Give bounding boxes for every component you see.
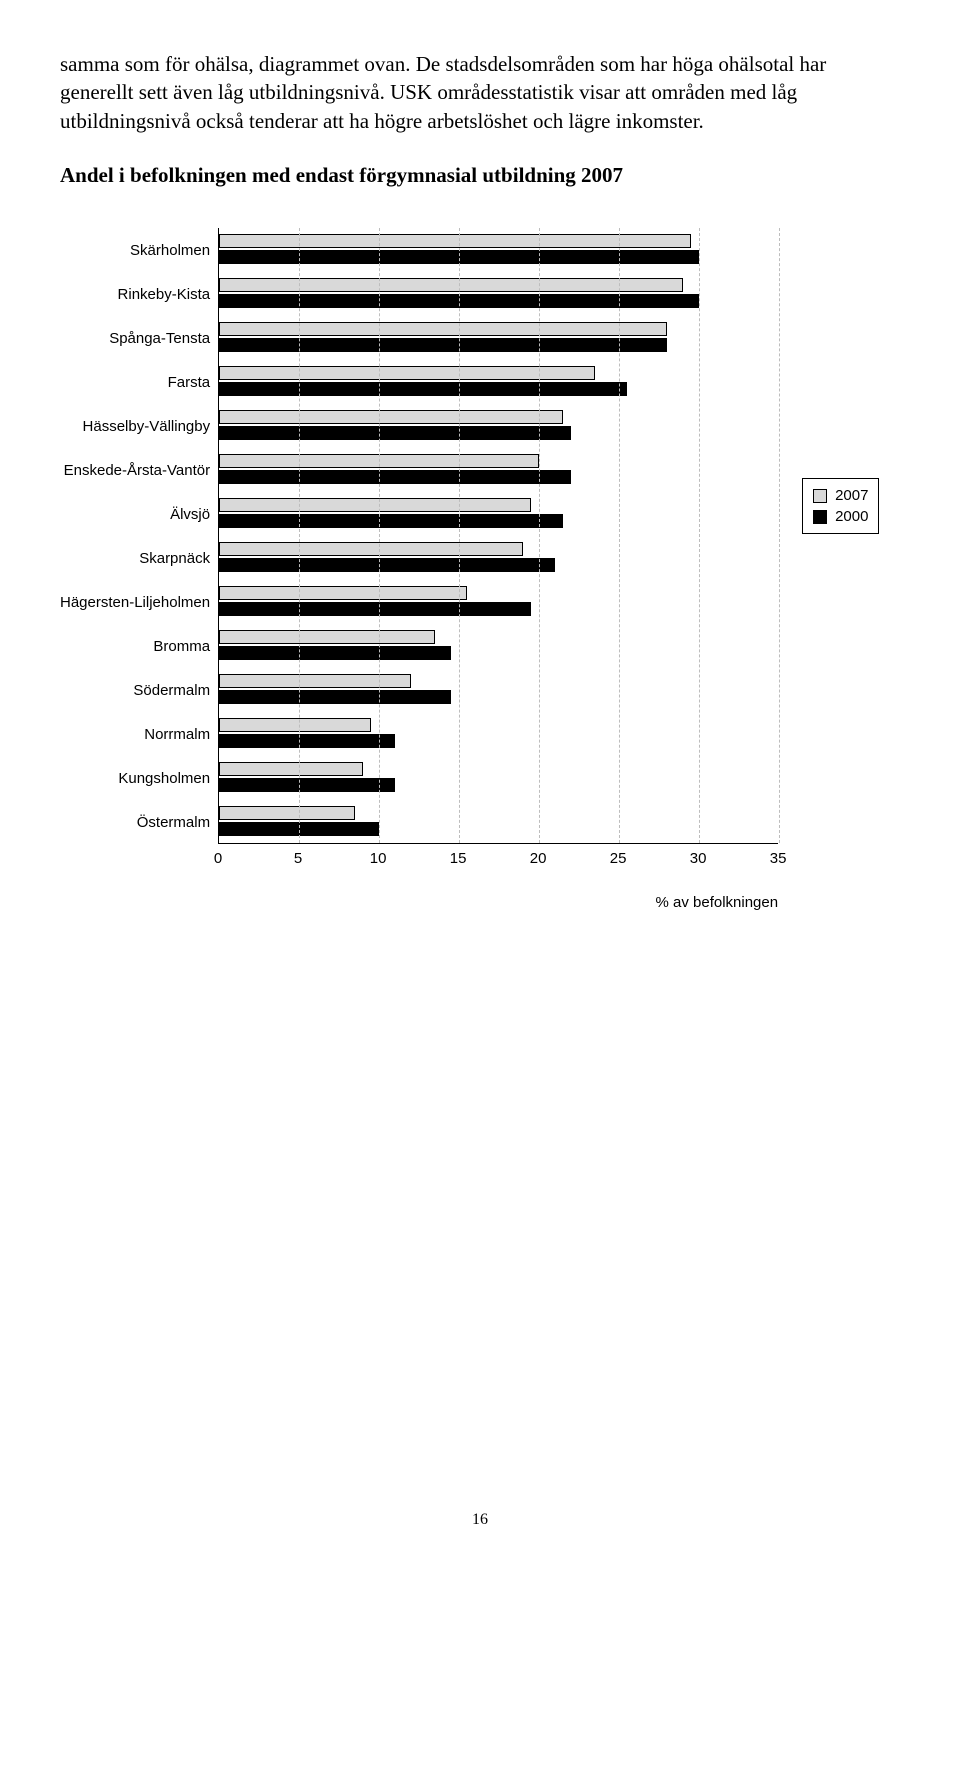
bar (219, 558, 555, 572)
bar-row (219, 756, 779, 800)
legend-swatch (813, 510, 827, 524)
category-label: Bromma (60, 624, 210, 668)
bar (219, 602, 531, 616)
x-axis-label: % av befolkningen (218, 894, 778, 911)
bar (219, 382, 627, 396)
grid-line (299, 228, 300, 843)
bar (219, 586, 467, 600)
bar (219, 646, 451, 660)
bar-row (219, 580, 779, 624)
category-label: Kungsholmen (60, 756, 210, 800)
bar (219, 542, 523, 556)
bar (219, 234, 691, 248)
bar-row (219, 800, 779, 844)
category-label: Skärholmen (60, 228, 210, 272)
x-tick: 15 (450, 850, 467, 867)
bar-row (219, 492, 779, 536)
y-axis-labels: SkärholmenRinkeby-KistaSpånga-TenstaFars… (60, 228, 218, 911)
bar (219, 690, 451, 704)
x-tick: 30 (690, 850, 707, 867)
bar-row (219, 536, 779, 580)
category-label: Södermalm (60, 668, 210, 712)
bar (219, 410, 563, 424)
legend-item: 2007 (813, 485, 868, 506)
grid-line (619, 228, 620, 843)
legend-label: 2007 (835, 487, 868, 504)
bar-row (219, 448, 779, 492)
bars-group (219, 228, 779, 844)
category-label: Spånga-Tensta (60, 316, 210, 360)
x-tick: 25 (610, 850, 627, 867)
grid-line (699, 228, 700, 843)
grid-line (779, 228, 780, 843)
category-label: Enskede-Årsta-Vantör (60, 448, 210, 492)
bar (219, 322, 667, 336)
grid-line (379, 228, 380, 843)
legend-label: 2000 (835, 508, 868, 525)
x-tick: 5 (294, 850, 302, 867)
page-number: 16 (60, 1511, 900, 1529)
grid-line (459, 228, 460, 843)
bar (219, 338, 667, 352)
bar (219, 778, 395, 792)
x-tick: 0 (214, 850, 222, 867)
bar-row (219, 712, 779, 756)
bar-row (219, 272, 779, 316)
bar (219, 514, 563, 528)
bar-row (219, 316, 779, 360)
x-tick: 20 (530, 850, 547, 867)
bar (219, 470, 571, 484)
category-label: Östermalm (60, 800, 210, 844)
category-label: Hässelby-Vällingby (60, 404, 210, 448)
plot-area (218, 228, 778, 844)
bar (219, 762, 363, 776)
category-label: Älvsjö (60, 492, 210, 536)
bar (219, 426, 571, 440)
grid-line (539, 228, 540, 843)
legend: 2007 2000 (802, 478, 879, 534)
legend-swatch (813, 489, 827, 503)
bar (219, 734, 395, 748)
bar (219, 630, 435, 644)
chart-title: Andel i befolkningen med endast förgymna… (60, 163, 900, 188)
bar-row (219, 668, 779, 712)
category-label: Skarpnäck (60, 536, 210, 580)
chart-container: SkärholmenRinkeby-KistaSpånga-TenstaFars… (60, 228, 900, 911)
category-label: Farsta (60, 360, 210, 404)
bar (219, 718, 371, 732)
category-label: Rinkeby-Kista (60, 272, 210, 316)
bar (219, 498, 531, 512)
bar (219, 806, 355, 820)
x-tick: 10 (370, 850, 387, 867)
bar (219, 278, 683, 292)
x-axis: 05101520253035 (218, 850, 778, 870)
bar-row (219, 360, 779, 404)
legend-item: 2000 (813, 506, 868, 527)
category-label: Hägersten-Liljeholmen (60, 580, 210, 624)
x-tick: 35 (770, 850, 787, 867)
body-paragraph: samma som för ohälsa, diagrammet ovan. D… (60, 50, 900, 135)
bar-row (219, 404, 779, 448)
category-label: Norrmalm (60, 712, 210, 756)
bar-row (219, 228, 779, 272)
bar (219, 674, 411, 688)
bar-row (219, 624, 779, 668)
